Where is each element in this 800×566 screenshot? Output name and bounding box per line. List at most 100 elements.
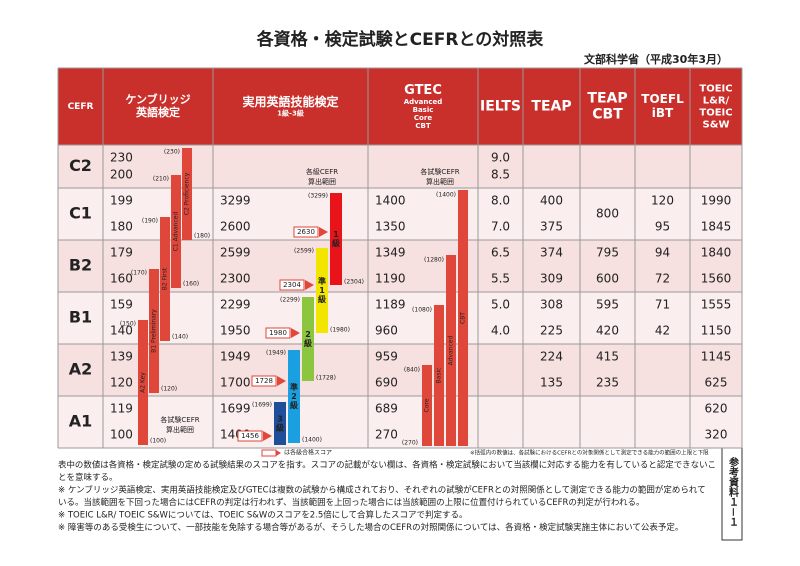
footnote: 表中の数値は各資格・検定試験の定める試験結果のスコアを指す。スコアの記載がない欄… bbox=[58, 460, 716, 471]
cell-value: 1840 bbox=[701, 246, 732, 260]
header-sub: Core bbox=[414, 114, 432, 122]
cell-value: 8.0 bbox=[491, 194, 510, 208]
range-upper: (150) bbox=[120, 321, 136, 328]
header-label: TEAP bbox=[587, 91, 627, 107]
pass-score: 1456 bbox=[241, 432, 259, 440]
exam-name: CBT bbox=[460, 312, 467, 324]
cell-value: 400 bbox=[540, 194, 563, 208]
header-label: TOEIC bbox=[699, 84, 732, 95]
header-sub: Basic bbox=[413, 106, 434, 114]
cefr-level: B2 bbox=[69, 256, 92, 275]
exam-name: A2 Key bbox=[140, 372, 147, 393]
range-lower: (1980) bbox=[330, 327, 350, 334]
cell-value: 7.0 bbox=[491, 220, 510, 234]
range-upper: (230) bbox=[164, 149, 180, 156]
range-note: 算出範囲 bbox=[426, 177, 454, 186]
cell-value: 8.5 bbox=[491, 168, 510, 182]
grade-bar bbox=[302, 297, 314, 381]
cell-value: 119 bbox=[110, 402, 133, 416]
exam-name: B2 First bbox=[162, 267, 169, 290]
pass-box bbox=[293, 226, 319, 238]
cell-value: 230 bbox=[110, 151, 133, 165]
pass-score: 2304 bbox=[283, 281, 301, 289]
grade-name: 2 bbox=[291, 392, 297, 401]
range-upper: (2599) bbox=[294, 248, 314, 255]
cell-value: 795 bbox=[596, 246, 619, 260]
cell-value: 374 bbox=[540, 246, 563, 260]
exam-bar bbox=[160, 217, 170, 341]
cell-value: 6.5 bbox=[491, 246, 510, 260]
pass-score: 1728 bbox=[255, 377, 273, 385]
cell-value: 959 bbox=[375, 350, 398, 364]
cell-value: 1555 bbox=[701, 298, 732, 312]
exam-name: C1 Advanced bbox=[173, 212, 180, 252]
pass-arrow bbox=[319, 227, 328, 237]
header-label: TOEFL bbox=[641, 92, 684, 106]
range-note: ※括弧内の数値は、各試験におけるCEFRとの対象関係として測定できる能力の範囲の… bbox=[470, 449, 709, 457]
cell-value: 320 bbox=[705, 428, 728, 442]
pass-box bbox=[251, 375, 277, 387]
cell-value: 309 bbox=[540, 272, 563, 286]
grade-name: 級 bbox=[276, 423, 284, 433]
cell-value: 95 bbox=[655, 220, 670, 234]
cell-value: 120 bbox=[110, 376, 133, 390]
footnote: ※ 障害等のある受検生について、一部技能を免除する場合等があるが、そうした場合の… bbox=[58, 522, 683, 533]
pass-box bbox=[279, 279, 305, 291]
cell-value: 625 bbox=[705, 376, 728, 390]
grade-name: 準 bbox=[318, 276, 326, 286]
row-bg bbox=[58, 396, 742, 448]
cell-value: 2299 bbox=[220, 298, 251, 312]
range-note: 各試験CEFR bbox=[160, 415, 199, 424]
exam-bar bbox=[458, 190, 468, 446]
cell-value: 135 bbox=[540, 376, 563, 390]
cell-value: 1190 bbox=[375, 272, 406, 286]
cell-value: 689 bbox=[375, 402, 398, 416]
cell-value: 1950 bbox=[220, 324, 251, 338]
range-upper: (2299) bbox=[280, 297, 300, 304]
cell-value: 595 bbox=[596, 298, 619, 312]
range-lower: (270) bbox=[402, 440, 418, 447]
pass-arrow bbox=[291, 328, 300, 338]
cell-value: 800 bbox=[596, 207, 619, 221]
cell-value: 100 bbox=[110, 428, 133, 442]
range-note: 算出範囲 bbox=[308, 177, 336, 186]
footnote: とを意味する。 bbox=[58, 472, 118, 483]
title: 各資格・検定試験とCEFRとの対照表 bbox=[256, 29, 545, 50]
header-label: CEFR bbox=[68, 102, 94, 112]
exam-bar bbox=[149, 269, 159, 393]
cell-value: 415 bbox=[596, 350, 619, 364]
cell-value: 960 bbox=[375, 324, 398, 338]
exam-bar bbox=[171, 175, 181, 288]
cell-value: 199 bbox=[110, 194, 133, 208]
header-label: 英語検定 bbox=[135, 105, 180, 119]
cell-value: 180 bbox=[110, 220, 133, 234]
exam-name: Advanced bbox=[448, 335, 455, 365]
range-upper: (1280) bbox=[424, 257, 444, 264]
cell-value: 120 bbox=[651, 194, 674, 208]
grade-name: 1 bbox=[333, 230, 339, 239]
cell-value: 420 bbox=[596, 324, 619, 338]
grade-name: 2 bbox=[305, 330, 311, 339]
cell-value: 225 bbox=[540, 324, 563, 338]
exam-name: Basic bbox=[436, 368, 443, 384]
legend-text: は各級合格スコア bbox=[284, 449, 332, 457]
grade-name: 級 bbox=[304, 338, 312, 348]
cefr-level: A1 bbox=[69, 412, 93, 431]
range-upper: (1400) bbox=[436, 192, 456, 199]
pass-score: 1980 bbox=[269, 329, 287, 337]
exam-bar bbox=[138, 320, 148, 445]
range-upper: (840) bbox=[404, 367, 420, 374]
grade-name: 級 bbox=[318, 294, 326, 304]
cell-value: 5.0 bbox=[491, 298, 510, 312]
range-note: 各級CEFR bbox=[306, 167, 338, 176]
range-lower: (2304) bbox=[344, 279, 364, 286]
header-label: TEAP bbox=[531, 99, 571, 115]
range-upper: (1699) bbox=[252, 402, 272, 409]
footnote: いる。当該範囲を下回った場合にはCEFRの判定は行われず、当該範囲を上回った場合… bbox=[58, 497, 645, 508]
exam-bar bbox=[182, 148, 192, 240]
header-label: S&W bbox=[703, 120, 730, 131]
cell-value: 620 bbox=[705, 402, 728, 416]
side-label: 参考資料１－１ bbox=[727, 456, 739, 527]
header-label: ケンブリッジ bbox=[125, 92, 190, 106]
cell-value: 308 bbox=[540, 298, 563, 312]
